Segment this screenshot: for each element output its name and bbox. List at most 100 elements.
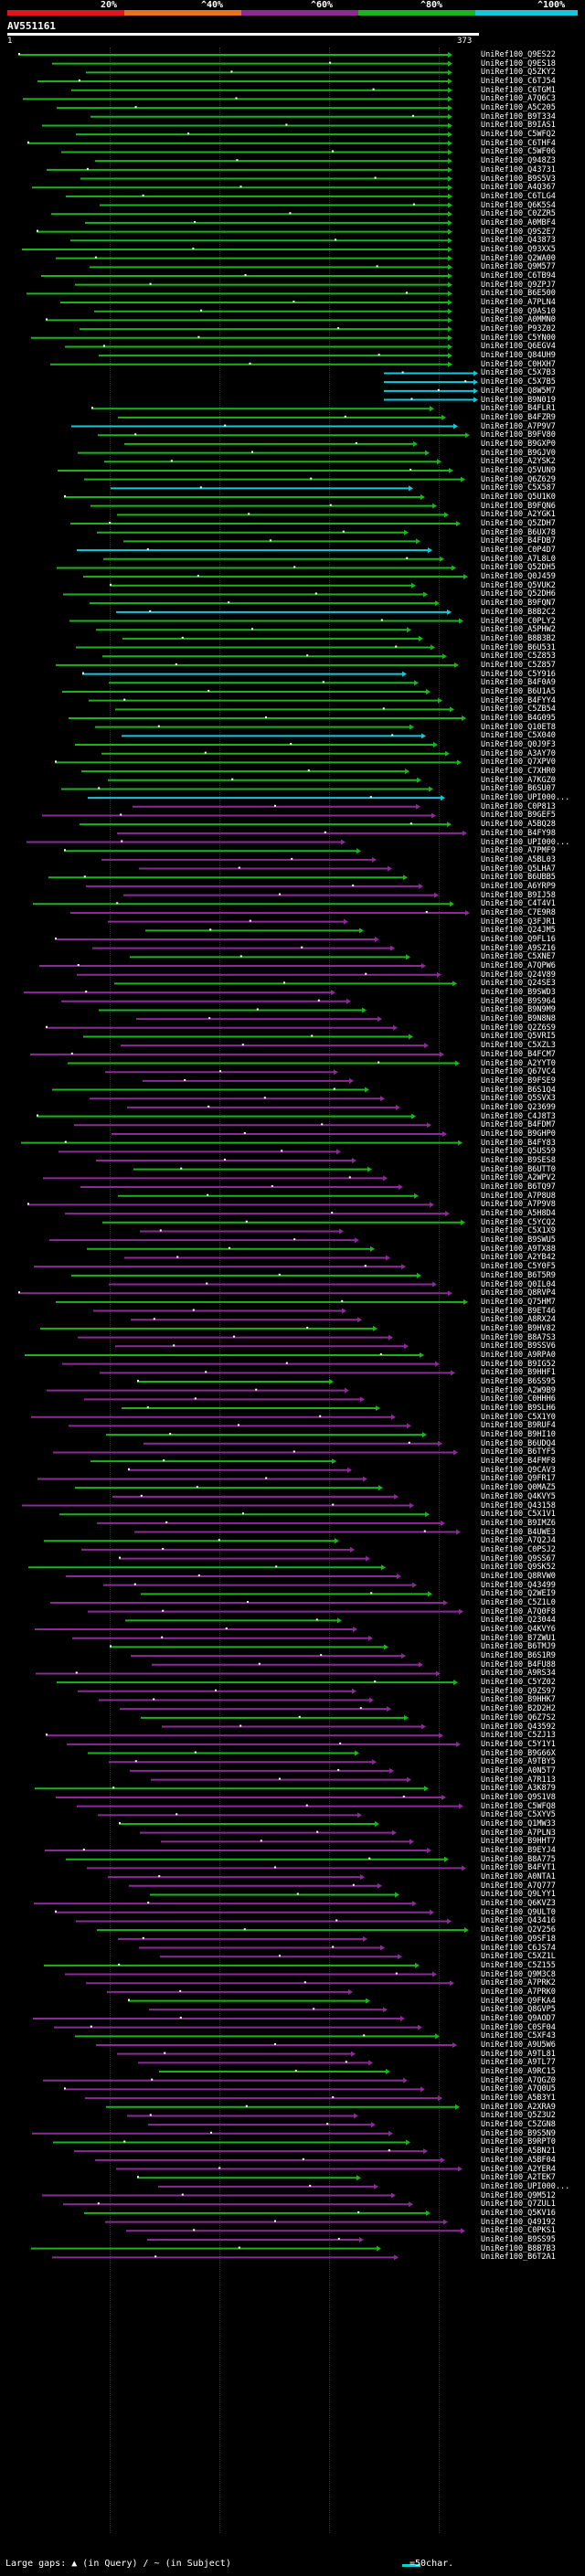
hit-label[interactable]: UniRef100_B9FV80 xyxy=(481,430,556,440)
hit-label[interactable]: UniRef100_B9S964 xyxy=(481,996,556,1006)
hit-label[interactable]: UniRef100_B8B2C2 xyxy=(481,607,556,617)
hit-label[interactable]: UniRef100_A3K879 xyxy=(481,1784,556,1794)
hit-label[interactable]: UniRef100_B4UWE3 xyxy=(481,1527,556,1537)
hit-label[interactable]: UniRef100_A2YYT0 xyxy=(481,1058,556,1068)
hit-label[interactable]: UniRef100_A7QPW6 xyxy=(481,961,556,971)
hit-label[interactable]: UniRef100_B9IMZ6 xyxy=(481,1518,556,1528)
hit-label[interactable]: UniRef100_Q948Z3 xyxy=(481,156,556,166)
hit-label[interactable]: UniRef100_A9TL81 xyxy=(481,2049,556,2059)
hit-label[interactable]: UniRef100_A3AY70 xyxy=(481,748,556,758)
hit-label[interactable]: UniRef100_C5X040 xyxy=(481,731,556,741)
hit-label[interactable]: UniRef100_Q9AOD7 xyxy=(481,2013,556,2023)
hit-label[interactable]: UniRef100_C6TB94 xyxy=(481,271,556,281)
hit-label[interactable]: UniRef100_C5XNE7 xyxy=(481,952,556,962)
hit-label[interactable]: UniRef100_Q2WEI9 xyxy=(481,1589,556,1599)
hit-label[interactable]: UniRef100_Q5U1K0 xyxy=(481,493,556,502)
hit-label[interactable]: UniRef100_C5Z857 xyxy=(481,660,556,670)
hit-label[interactable]: UniRef100_B6S1R9 xyxy=(481,1651,556,1661)
hit-label[interactable]: UniRef100_Q2WA00 xyxy=(481,253,556,263)
hit-label[interactable]: UniRef100_C6TLG4 xyxy=(481,191,556,201)
hit-label[interactable]: UniRef100_B4FVT1 xyxy=(481,1863,556,1873)
hit-label[interactable]: UniRef100_B6S1Q4 xyxy=(481,1085,556,1095)
hit-label[interactable]: UniRef100_A5BF04 xyxy=(481,2155,556,2165)
hit-label[interactable]: UniRef100_C5Y0F5 xyxy=(481,1262,556,1272)
hit-label[interactable]: UniRef100_B6T5R9 xyxy=(481,1270,556,1280)
hit-label[interactable]: UniRef100_C5X1V1 xyxy=(481,1510,556,1520)
hit-label[interactable]: UniRef100_A7KGZ0 xyxy=(481,775,556,785)
hit-label[interactable]: UniRef100_B9IJ58 xyxy=(481,890,556,900)
hit-label[interactable]: UniRef100_C5X7B5 xyxy=(481,377,556,387)
hit-label[interactable]: UniRef100_P93Z02 xyxy=(481,324,556,334)
hit-label[interactable]: UniRef100_B4FDM7 xyxy=(481,1120,556,1130)
hit-label[interactable]: UniRef100_Q24SE3 xyxy=(481,979,556,989)
hit-label[interactable]: UniRef100_C5Z853 xyxy=(481,652,556,662)
hit-label[interactable]: UniRef100_Q2Z6S9 xyxy=(481,1023,556,1033)
hit-label[interactable]: UniRef100_C5ZB54 xyxy=(481,705,556,715)
hit-label[interactable]: UniRef100_B8B7B3 xyxy=(481,2243,556,2253)
hit-label[interactable]: UniRef100_B4G095 xyxy=(481,714,556,723)
hit-label[interactable]: UniRef100_A5PHW2 xyxy=(481,625,556,635)
hit-label[interactable]: UniRef100_C6TGM1 xyxy=(481,85,556,95)
hit-label[interactable]: UniRef100_A7Q2J4 xyxy=(481,1536,556,1546)
hit-label[interactable]: UniRef100_Q24V89 xyxy=(481,970,556,980)
hit-label[interactable]: UniRef100_A2WPV2 xyxy=(481,1173,556,1183)
hit-label[interactable]: UniRef100_A6YRP9 xyxy=(481,881,556,891)
hit-label[interactable]: UniRef100_A9TBY5 xyxy=(481,1757,556,1767)
hit-label[interactable]: UniRef100_A7QGZ0 xyxy=(481,2075,556,2085)
hit-label[interactable]: UniRef100_Q5VRI5 xyxy=(481,1032,556,1042)
hit-label[interactable]: UniRef100_Q23699 xyxy=(481,1102,556,1112)
hit-label[interactable]: UniRef100_A7PLN3 xyxy=(481,1828,556,1838)
hit-label[interactable]: UniRef100_Q9FKA4 xyxy=(481,1996,556,2006)
hit-label[interactable]: UniRef100_Q9ZS97 xyxy=(481,1686,556,1696)
hit-label[interactable]: UniRef100_B9N019 xyxy=(481,395,556,405)
hit-label[interactable]: UniRef100_A7Q777 xyxy=(481,1881,556,1891)
hit-label[interactable]: UniRef100_B9GJV0 xyxy=(481,448,556,458)
hit-label[interactable]: UniRef100_C5X587 xyxy=(481,483,556,493)
hit-label[interactable]: UniRef100_C6JS74 xyxy=(481,1943,556,1953)
hit-label[interactable]: UniRef100_B9ET46 xyxy=(481,1306,556,1316)
hit-label[interactable]: UniRef100_B4FY98 xyxy=(481,828,556,838)
hit-label[interactable]: UniRef100_Q5KV16 xyxy=(481,2208,556,2218)
hit-label[interactable]: UniRef100_C5X1Y0 xyxy=(481,1412,556,1422)
hit-label[interactable]: UniRef100_Q23044 xyxy=(481,1616,556,1626)
hit-label[interactable]: UniRef100_B9FQN6 xyxy=(481,501,556,511)
hit-label[interactable]: UniRef100_Q8W5M7 xyxy=(481,386,556,396)
hit-label[interactable]: UniRef100_Q9S2E7 xyxy=(481,227,556,237)
hit-label[interactable]: UniRef100_A7R113 xyxy=(481,1775,556,1785)
hit-label[interactable]: UniRef100_C5YCQ2 xyxy=(481,1217,556,1227)
hit-label[interactable]: UniRef100_Q0J459 xyxy=(481,572,556,582)
hit-label[interactable]: UniRef100_B9RUF4 xyxy=(481,1421,556,1431)
hit-label[interactable]: UniRef100_B9FQN7 xyxy=(481,599,556,609)
hit-label[interactable]: UniRef100_A5BN21 xyxy=(481,2147,556,2157)
hit-label[interactable]: UniRef100_B6T2A1 xyxy=(481,2253,556,2263)
hit-label[interactable]: UniRef100_C0SF04 xyxy=(481,2022,556,2032)
hit-label[interactable]: UniRef100_B4FZR9 xyxy=(481,412,556,422)
hit-label[interactable]: UniRef100_C5Y1Y1 xyxy=(481,1739,556,1749)
hit-label[interactable]: UniRef100_A9TL77 xyxy=(481,2058,556,2068)
hit-label[interactable]: UniRef100_B9RPT0 xyxy=(481,2137,556,2147)
hit-label[interactable]: UniRef100_Q9FL16 xyxy=(481,935,556,944)
hit-label[interactable]: UniRef100_A7PRK0 xyxy=(481,1987,556,1997)
hit-label[interactable]: UniRef100_B9GXP0 xyxy=(481,439,556,449)
hit-label[interactable]: UniRef100_Q7ZUL1 xyxy=(481,2200,556,2210)
hit-label[interactable]: UniRef100_A0NTA1 xyxy=(481,1872,556,1882)
hit-label[interactable]: UniRef100_C0PSJ2 xyxy=(481,1544,556,1554)
hit-label[interactable]: UniRef100_Q5LHA7 xyxy=(481,864,556,874)
hit-label[interactable]: UniRef100_A2W9B9 xyxy=(481,1385,556,1395)
hit-label[interactable]: UniRef100_Q49192 xyxy=(481,2217,556,2227)
hit-label[interactable]: UniRef100_Q9SF18 xyxy=(481,1934,556,1944)
hit-label[interactable]: UniRef100_B9N8N8 xyxy=(481,1014,556,1024)
hit-label[interactable]: UniRef100_Q52DH5 xyxy=(481,563,556,573)
hit-label[interactable]: UniRef100_UPI000... xyxy=(481,793,570,803)
hit-label[interactable]: UniRef100_C5ZJ13 xyxy=(481,1731,556,1741)
hit-label[interactable]: UniRef100_Q6EGV4 xyxy=(481,342,556,352)
hit-label[interactable]: UniRef100_Q6K5S4 xyxy=(481,200,556,210)
hit-label[interactable]: UniRef100_B4FDB7 xyxy=(481,536,556,546)
hit-label[interactable]: UniRef100_Q0IL04 xyxy=(481,1279,556,1289)
hit-label[interactable]: UniRef100_C5YN00 xyxy=(481,333,556,343)
hit-label[interactable]: UniRef100_C6THF4 xyxy=(481,138,556,148)
hit-label[interactable]: UniRef100_Q5ZKY2 xyxy=(481,68,556,78)
hit-label[interactable]: UniRef100_C5XF43 xyxy=(481,2031,556,2041)
hit-label[interactable]: UniRef100_Q9LYY1 xyxy=(481,1890,556,1900)
hit-label[interactable]: UniRef100_Q9CAV3 xyxy=(481,1465,556,1475)
